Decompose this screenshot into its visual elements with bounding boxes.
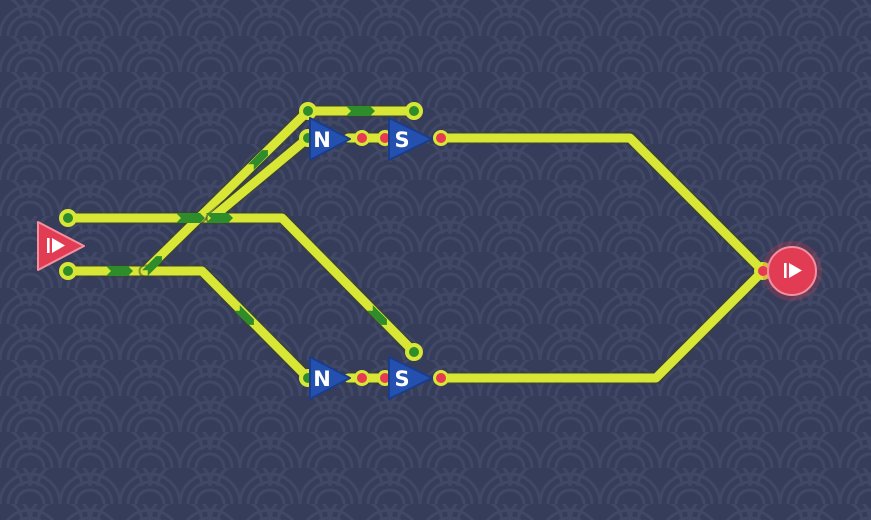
play-icon xyxy=(47,238,65,253)
gate-bottom-n[interactable]: N xyxy=(309,356,351,400)
pin-top-n-output[interactable] xyxy=(354,130,370,146)
flow-arrow-marker xyxy=(367,305,387,325)
flow-arrow-marker xyxy=(142,256,162,276)
wire-lower-input-to-bottom-n xyxy=(138,264,315,385)
input-terminal[interactable] xyxy=(37,221,85,271)
pin-bottom-s-output[interactable] xyxy=(433,370,449,386)
flow-arrow-marker xyxy=(234,305,254,325)
gate-top-s[interactable]: S xyxy=(388,117,433,161)
pin-top-bridge-left[interactable] xyxy=(299,102,317,120)
flow-arrow-marker xyxy=(176,213,205,223)
gate-bottom-s[interactable]: S xyxy=(388,356,433,400)
flow-arrow-marker xyxy=(106,266,133,276)
gate-top-n-label: N xyxy=(313,128,331,152)
wire-crossover-to-top-n xyxy=(205,131,315,225)
flow-arrow-marker xyxy=(346,106,375,116)
gate-top-n[interactable]: N xyxy=(309,117,351,161)
pin-top-bridge-right[interactable] xyxy=(405,102,423,120)
pin-input-lower[interactable] xyxy=(59,262,77,280)
flow-arrow-marker xyxy=(248,150,268,170)
wire-upper-input-to-bottom-s xyxy=(61,211,421,359)
pin-bottom-s-input[interactable] xyxy=(405,343,423,361)
play-icon xyxy=(784,263,802,278)
flow-arrow-marker xyxy=(206,213,233,223)
pin-top-s-output[interactable] xyxy=(433,130,449,146)
wire-top-s-to-output xyxy=(434,131,770,278)
gate-top-s-label: S xyxy=(394,128,409,152)
wire-bottom-s-to-output xyxy=(434,264,770,385)
pin-input-upper[interactable] xyxy=(59,209,77,227)
output-terminal[interactable] xyxy=(762,241,822,301)
gate-bottom-s-label: S xyxy=(394,367,409,391)
gate-bottom-n-label: N xyxy=(313,367,331,391)
pin-bottom-n-output[interactable] xyxy=(354,370,370,386)
